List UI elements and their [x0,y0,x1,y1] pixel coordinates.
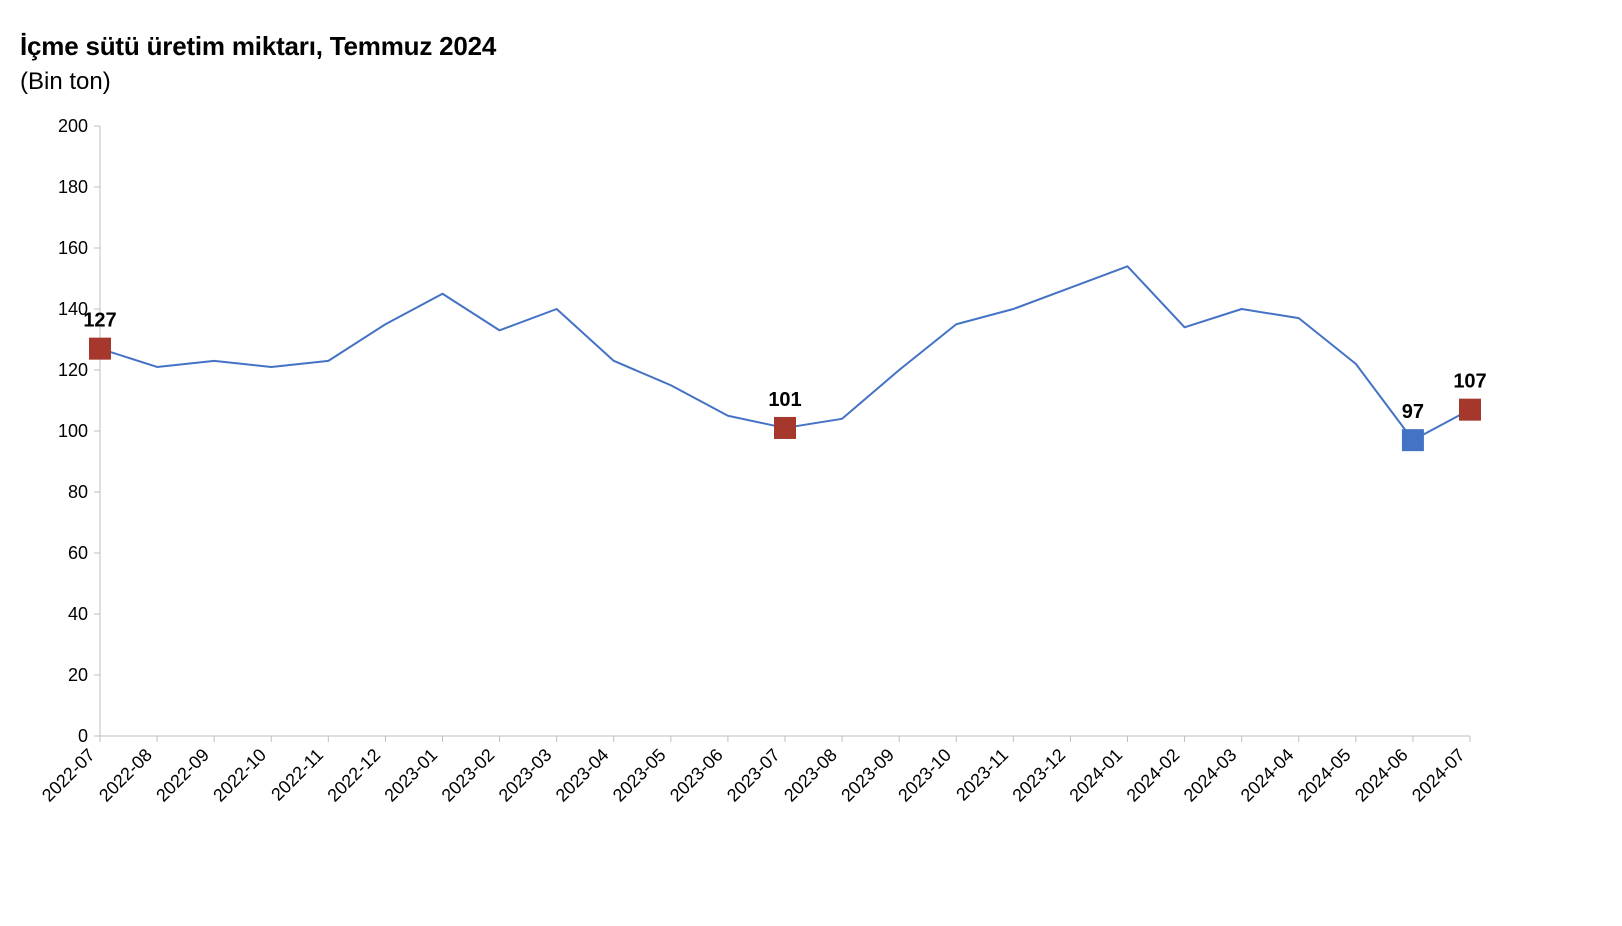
x-tick-label: 2023-01 [380,744,441,805]
x-tick-label: 2023-05 [609,744,670,805]
y-tick-label: 80 [68,482,88,502]
x-tick-label: 2023-03 [495,744,556,805]
x-tick-label: 2023-10 [894,744,955,805]
chart-plot-area: 0204060801001201401601802002022-072022-0… [20,106,1592,826]
x-tick-label: 2023-09 [837,744,898,805]
line-chart-svg: 0204060801001201401601802002022-072022-0… [20,106,1520,826]
data-marker [774,417,796,439]
x-tick-label: 2023-06 [666,744,727,805]
y-tick-label: 40 [68,604,88,624]
x-tick-label: 2024-01 [1065,744,1126,805]
x-tick-label: 2023-08 [780,744,841,805]
chart-title: İçme sütü üretim miktarı, Temmuz 2024 [20,30,1592,64]
y-tick-label: 0 [78,726,88,746]
chart-container: İçme sütü üretim miktarı, Temmuz 2024 (B… [0,0,1622,926]
y-tick-label: 60 [68,543,88,563]
data-label: 107 [1453,370,1486,392]
y-tick-label: 120 [58,360,88,380]
data-marker [89,337,111,359]
x-tick-label: 2023-12 [1008,744,1069,805]
x-tick-label: 2023-11 [952,744,1012,804]
x-tick-label: 2022-10 [209,744,270,805]
y-tick-label: 200 [58,116,88,136]
x-tick-label: 2023-02 [438,744,499,805]
x-tick-label: 2022-09 [152,744,213,805]
chart-subtitle: (Bin ton) [20,68,1592,96]
x-tick-label: 2024-02 [1123,744,1184,805]
y-tick-label: 100 [58,421,88,441]
x-tick-label: 2024-04 [1237,744,1298,805]
y-tick-label: 180 [58,177,88,197]
x-tick-label: 2024-03 [1180,744,1241,805]
x-tick-label: 2024-05 [1294,744,1355,805]
x-tick-label: 2023-04 [552,744,613,805]
x-tick-label: 2023-07 [723,744,784,805]
series-line [100,266,1470,440]
data-label: 97 [1402,401,1424,423]
x-tick-label: 2024-07 [1408,744,1469,805]
data-label: 127 [83,309,116,331]
y-tick-label: 160 [58,238,88,258]
x-tick-label: 2022-11 [267,744,327,804]
x-tick-label: 2022-08 [95,744,156,805]
x-tick-label: 2024-06 [1351,744,1412,805]
data-marker [1402,429,1424,451]
data-label: 101 [768,389,801,411]
x-tick-label: 2022-07 [38,744,99,805]
y-tick-label: 20 [68,665,88,685]
data-marker [1459,398,1481,420]
x-tick-label: 2022-12 [323,744,384,805]
